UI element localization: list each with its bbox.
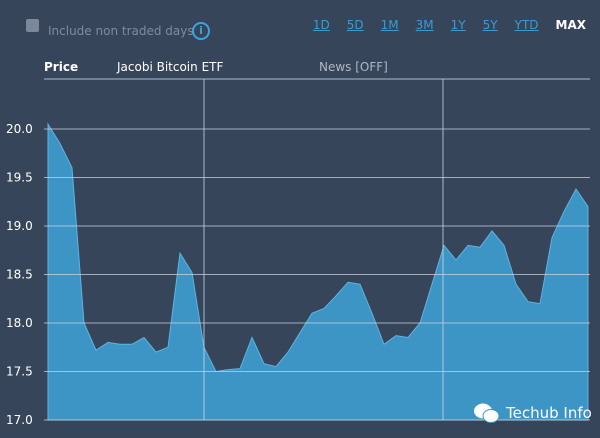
range-max[interactable]: MAX [555, 18, 586, 32]
y-tick-label: 18.5 [6, 268, 33, 282]
range-5y[interactable]: 5Y [482, 18, 498, 32]
range-1m[interactable]: 1M [380, 18, 399, 32]
watermark: Techub Info [472, 402, 592, 424]
include-non-traded-checkbox[interactable] [26, 19, 39, 32]
price-label: Price [44, 60, 79, 74]
include-non-traded-label: Include non traded days [48, 24, 194, 38]
y-tick-label: 17.0 [6, 413, 33, 427]
y-tick-label: 17.5 [6, 365, 33, 379]
watermark-text: Techub Info [506, 404, 592, 422]
y-tick-label: 20.0 [6, 122, 33, 136]
y-tick-label: 19.0 [6, 219, 33, 233]
y-tick-label: 19.5 [6, 171, 33, 185]
news-toggle[interactable]: News [OFF] [319, 60, 388, 74]
range-selector: 1D 5D 1M 3M 1Y 5Y YTD MAX [296, 18, 586, 32]
wechat-icon [474, 403, 500, 423]
info-icon[interactable]: i [192, 22, 210, 40]
controls-bar: Include non traded days i 1D 5D 1M 3M 1Y 5Y YT… [0, 0, 600, 50]
range-1y[interactable]: 1Y [450, 18, 466, 32]
range-3m[interactable]: 3M [415, 18, 434, 32]
y-tick-label: 18.0 [6, 316, 33, 330]
price-area [47, 122, 589, 421]
range-ytd[interactable]: YTD [514, 18, 539, 32]
range-5d[interactable]: 5D [346, 18, 364, 32]
range-1d[interactable]: 1D [312, 18, 330, 32]
instrument-name: Jacobi Bitcoin ETF [117, 60, 224, 74]
